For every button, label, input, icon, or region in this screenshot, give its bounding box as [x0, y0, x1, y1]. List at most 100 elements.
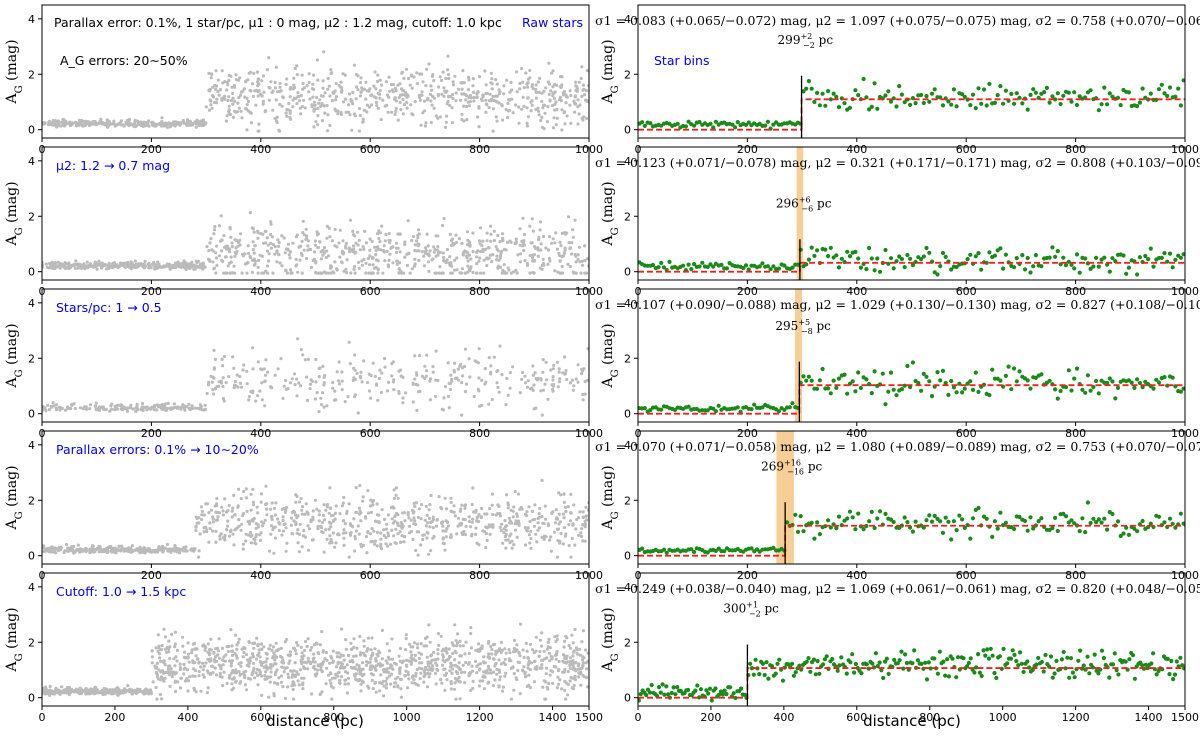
star-bin-point: [949, 537, 954, 542]
raw-star-point: [331, 513, 335, 518]
raw-star-point: [280, 234, 284, 238]
star-bin-point: [1107, 376, 1112, 381]
raw-star-point: [307, 72, 311, 76]
x-tick-label: 200: [141, 285, 162, 298]
raw-star-point: [85, 260, 89, 264]
raw-star-point: [565, 114, 569, 118]
raw-star-point: [385, 522, 389, 526]
raw-star-point: [491, 107, 496, 111]
raw-star-point: [496, 266, 500, 270]
raw-star-point: [568, 264, 572, 269]
raw-star-point: [362, 247, 366, 251]
star-bin-point: [836, 514, 842, 519]
raw-star-point: [329, 68, 333, 72]
raw-star-point: [296, 337, 300, 341]
star-bin-point: [730, 122, 735, 127]
raw-star-point: [215, 244, 219, 248]
raw-star-point: [364, 80, 368, 84]
raw-star-point: [573, 543, 577, 547]
raw-star-point: [289, 523, 293, 527]
star-bin-point: [1148, 246, 1153, 251]
raw-star-point: [485, 263, 489, 268]
star-bin-point: [940, 250, 946, 256]
raw-star-point: [544, 246, 548, 250]
break-uncertainty-band: [796, 147, 804, 280]
raw-star-point: [441, 537, 445, 541]
raw-star-point: [374, 253, 378, 257]
raw-star-point: [398, 82, 402, 86]
star-bin-point: [976, 251, 981, 256]
raw-star-point: [155, 661, 159, 666]
star-bin-point: [776, 409, 782, 414]
raw-star-point: [378, 368, 382, 372]
raw-star-point: [450, 379, 454, 383]
raw-star-point: [551, 384, 556, 388]
raw-star-point: [77, 121, 81, 125]
star-bin-point: [1091, 264, 1096, 269]
raw-star-point: [572, 503, 576, 507]
raw-star-point: [175, 121, 179, 125]
raw-star-point: [569, 492, 573, 496]
raw-star-point: [566, 262, 570, 266]
raw-star-point: [308, 97, 312, 101]
star-bin-point: [929, 394, 935, 399]
raw-star-point: [395, 262, 399, 266]
raw-star-point: [379, 248, 383, 252]
star-bin-point: [962, 386, 967, 391]
raw-star-point: [241, 655, 245, 659]
raw-star-point: [440, 223, 445, 228]
raw-star-point: [449, 500, 453, 504]
raw-star-point: [421, 533, 425, 537]
raw-star-point: [341, 239, 345, 243]
raw-star-point: [468, 244, 472, 248]
raw-star-point: [149, 266, 153, 270]
star-bin-point: [888, 256, 894, 261]
raw-star-point: [562, 492, 566, 496]
raw-star-point: [463, 506, 467, 510]
raw-star-point: [477, 106, 481, 110]
raw-star-point: [209, 237, 213, 241]
raw-star-point: [237, 518, 241, 522]
plot-area: [42, 211, 589, 275]
raw-star-point: [424, 504, 428, 508]
raw-star-point: [325, 104, 329, 108]
raw-star-point: [167, 122, 171, 126]
raw-star-point: [574, 377, 578, 381]
x-tick-label: 200: [141, 427, 162, 440]
raw-star-point: [250, 258, 255, 262]
raw-star-point: [245, 128, 249, 132]
raw-star-point: [194, 524, 198, 528]
raw-star-point: [227, 73, 231, 77]
raw-star-point: [227, 503, 231, 508]
star-bin-point: [888, 370, 894, 375]
star-bin-point: [943, 515, 948, 520]
raw-star-point: [368, 105, 372, 109]
star-bin-point: [990, 367, 995, 372]
raw-star-point: [56, 119, 61, 123]
star-bin-point: [905, 520, 910, 525]
star-bin-point: [1074, 102, 1080, 108]
raw-star-point: [460, 241, 464, 246]
raw-star-point: [113, 550, 117, 554]
raw-star-point: [403, 255, 407, 259]
star-bin-point: [711, 406, 716, 411]
raw-star-point: [568, 646, 573, 650]
star-bin-point: [850, 379, 855, 384]
star-bin-point: [902, 515, 907, 520]
star-bin-point: [1069, 388, 1074, 393]
raw-star-point: [478, 242, 482, 246]
raw-star-point: [54, 406, 58, 410]
raw-star-point: [119, 549, 123, 553]
star-bin-point: [968, 379, 973, 384]
raw-star-point: [466, 238, 470, 242]
star-bin-point: [836, 376, 842, 381]
raw-star-point: [126, 684, 130, 688]
raw-star-point: [472, 394, 476, 399]
star-bin-point: [834, 253, 839, 258]
raw-star-point: [251, 227, 255, 231]
raw-star-point: [376, 73, 380, 77]
star-bin-point: [681, 263, 686, 268]
raw-star-point: [491, 523, 495, 527]
raw-star-point: [518, 81, 522, 86]
raw-star-point: [354, 241, 358, 245]
